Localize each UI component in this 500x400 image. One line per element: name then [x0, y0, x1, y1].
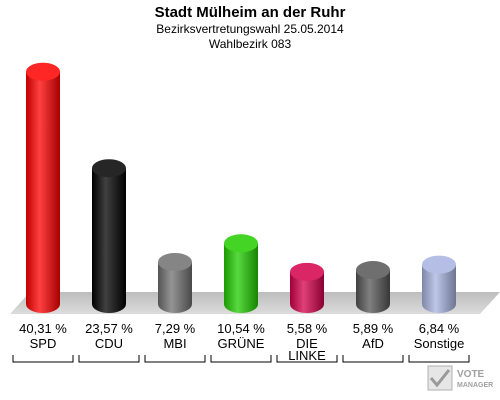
value-label: 40,31 %	[19, 321, 67, 336]
category-label: DIE	[296, 336, 318, 351]
bar-body	[356, 270, 390, 313]
category-label: CDU	[95, 336, 123, 351]
bar-cdu	[92, 159, 126, 313]
bar-afd	[356, 261, 390, 313]
category-bracket	[342, 355, 404, 363]
bar-top	[224, 234, 258, 253]
value-label: 5,58 %	[287, 321, 328, 336]
bars-layer	[26, 62, 456, 314]
chart-subtitle: Bezirksvertretungswahl 25.05.2014	[156, 22, 344, 36]
title-block: Stadt Mülheim an der Ruhr Bezirksvertret…	[0, 4, 500, 52]
bar-die-linke	[290, 262, 324, 313]
bar-mbi	[158, 252, 192, 313]
bar-spd	[26, 62, 60, 314]
bar-body	[224, 243, 258, 313]
category-bracket	[78, 355, 140, 363]
value-label: 6,84 %	[419, 321, 460, 336]
bar-top	[92, 159, 126, 178]
chart-subtitle-2: Wahlbezirk 083	[208, 37, 292, 51]
labels-layer: 40,31 %SPD 23,57 %CDU 7,29 %MBI 10,54 %GRÜN…	[12, 321, 470, 363]
vote-manager-logo: VOTE MANAGER	[427, 365, 493, 391]
category-bracket	[408, 355, 470, 363]
value-label: 23,57 %	[85, 321, 133, 336]
category-label: AfD	[362, 336, 384, 351]
bar-top	[356, 261, 390, 280]
bar-body	[422, 264, 456, 313]
bar-sonstige	[422, 255, 456, 313]
bar-body	[290, 271, 324, 313]
chart-title: Stadt Mülheim an der Ruhr	[154, 4, 346, 21]
category-label: SPD	[30, 336, 57, 351]
category-bracket	[276, 355, 338, 363]
svg-text:VOTE: VOTE	[457, 369, 485, 380]
category-label: GRÜNE	[218, 336, 265, 351]
bar-top	[26, 62, 60, 81]
bar-body	[26, 71, 60, 314]
bar-top	[422, 255, 456, 274]
category-bracket	[12, 355, 74, 363]
category-bracket	[210, 355, 272, 363]
category-label: LINKE	[288, 348, 326, 363]
bar-grüne	[224, 234, 258, 313]
category-label: MBI	[163, 336, 186, 351]
svg-text:MANAGER: MANAGER	[457, 382, 493, 389]
bar-top	[290, 262, 324, 281]
bar-body	[92, 168, 126, 313]
value-label: 5,89 %	[353, 321, 394, 336]
value-label: 10,54 %	[217, 321, 265, 336]
bar-top	[158, 252, 192, 271]
category-bracket	[144, 355, 206, 363]
category-label: Sonstige	[414, 336, 465, 351]
value-label: 7,29 %	[155, 321, 196, 336]
bar-body	[158, 261, 192, 313]
